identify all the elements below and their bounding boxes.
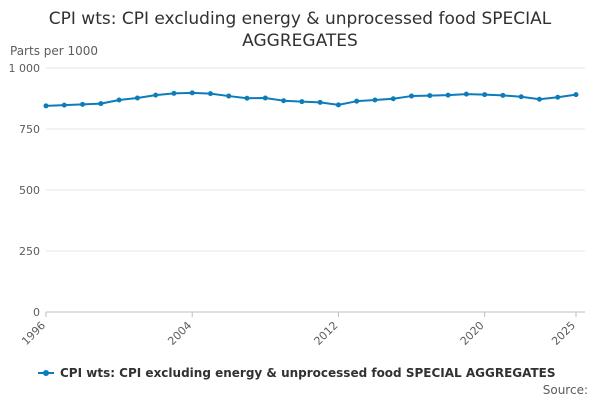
data-point	[463, 91, 469, 97]
data-point	[390, 96, 396, 102]
x-tick-label: 2025	[549, 319, 578, 348]
legend-label: CPI wts: CPI excluding energy & unproces…	[60, 366, 556, 380]
data-point	[482, 92, 488, 98]
grid-lines	[45, 67, 585, 317]
y-axis-label: Parts per 1000	[10, 44, 99, 58]
y-tick-label: 0	[33, 306, 40, 319]
series-line	[45, 91, 577, 107]
data-point	[80, 101, 86, 107]
series-group	[43, 90, 579, 109]
data-point	[555, 94, 561, 100]
y-tick-label: 250	[19, 245, 40, 258]
data-point	[116, 97, 122, 103]
data-point	[153, 92, 159, 98]
data-point	[445, 92, 451, 98]
y-tick-labels: 0 250 500 750 1 000	[9, 62, 41, 319]
data-point	[262, 95, 268, 101]
x-tick-label: 1996	[19, 319, 48, 348]
legend[interactable]: CPI wts: CPI excluding energy & unproces…	[38, 366, 556, 380]
chart-title: CPI wts: CPI excluding energy & unproces…	[48, 9, 552, 51]
y-tick-label: 1 000	[9, 62, 41, 75]
data-point	[299, 99, 305, 105]
data-point	[335, 102, 341, 108]
data-point	[43, 103, 49, 109]
data-point	[536, 96, 542, 102]
data-point	[372, 97, 378, 103]
source-label: Source:	[542, 383, 588, 397]
data-point	[134, 95, 140, 101]
data-point	[226, 93, 232, 99]
data-point	[354, 98, 360, 104]
y-tick-label: 500	[19, 184, 40, 197]
x-tick-label: 2012	[312, 319, 341, 348]
x-tick-label: 2004	[165, 319, 194, 348]
data-point	[61, 102, 67, 108]
data-point	[427, 93, 433, 99]
legend-swatch	[38, 370, 54, 376]
data-point	[317, 99, 323, 105]
data-point	[207, 91, 213, 97]
data-point	[573, 92, 579, 98]
data-point	[409, 93, 415, 99]
data-point	[518, 94, 524, 100]
data-point	[189, 90, 195, 96]
x-tick-labels: 1996 2004 2012 2020 2025	[19, 319, 578, 348]
x-tick-label: 2020	[458, 319, 487, 348]
data-point	[244, 95, 250, 101]
data-point	[171, 90, 177, 96]
data-point	[500, 92, 506, 98]
data-point	[281, 98, 287, 104]
data-point	[98, 101, 104, 107]
y-tick-label: 750	[19, 123, 40, 136]
